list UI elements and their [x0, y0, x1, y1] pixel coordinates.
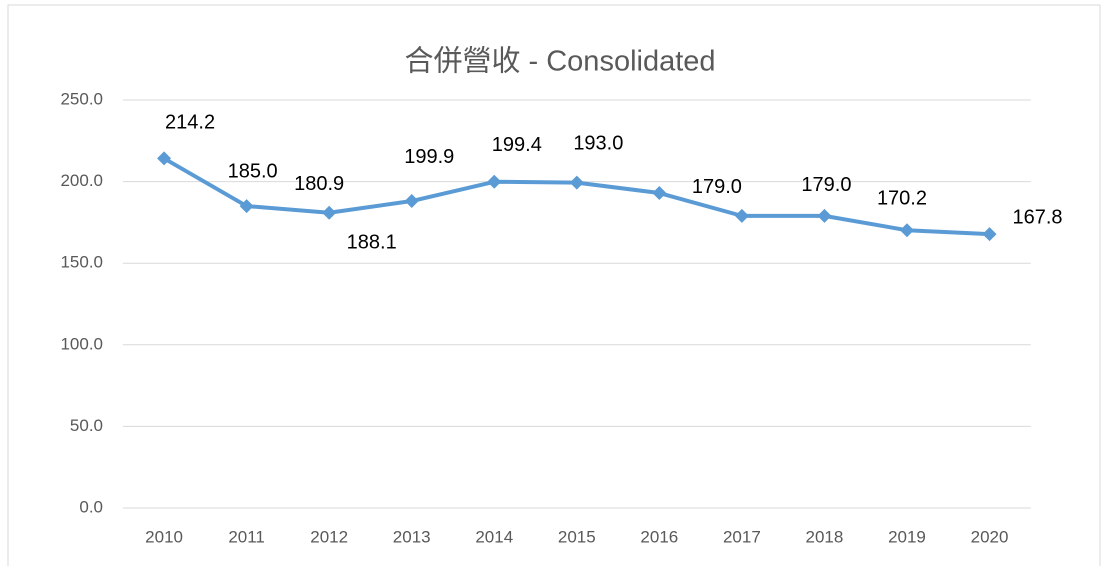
x-tick-label: 2014: [475, 527, 513, 546]
data-label: 179.0: [692, 176, 742, 198]
marker: [817, 208, 832, 223]
marker: [157, 151, 172, 166]
chart-border: [7, 4, 1101, 566]
marker: [487, 174, 502, 189]
marker: [899, 223, 914, 238]
x-tick-label: 2019: [888, 527, 926, 546]
marker: [569, 175, 584, 190]
data-label: 180.9: [294, 173, 344, 195]
data-label: 167.8: [1012, 206, 1062, 228]
x-tick-label: 2017: [723, 527, 761, 546]
y-tick-label: 150.0: [60, 253, 103, 272]
y-tick-label: 250.0: [60, 89, 103, 108]
data-label: 199.4: [492, 134, 542, 156]
marker: [652, 186, 667, 201]
marker: [239, 199, 254, 214]
chart-title: 合併營收 - Consolidated: [404, 45, 715, 78]
x-tick-label: 2020: [971, 527, 1009, 546]
data-label: 214.2: [165, 112, 215, 134]
x-tick-label: 2012: [310, 527, 348, 546]
x-tick-label: 2018: [806, 527, 844, 546]
data-label: 188.1: [347, 231, 397, 253]
y-tick-label: 200.0: [60, 171, 103, 190]
y-tick-label: 50.0: [70, 416, 103, 435]
x-tick-label: 2011: [228, 527, 265, 546]
x-tick-label: 2010: [145, 527, 183, 546]
x-tick-label: 2015: [558, 527, 596, 546]
marker: [734, 208, 749, 223]
data-label: 179.0: [801, 174, 851, 196]
data-label: 185.0: [228, 160, 278, 182]
data-label: 193.0: [573, 132, 623, 154]
marker: [404, 194, 419, 209]
data-label: 170.2: [877, 188, 927, 210]
data-label: 199.9: [404, 146, 454, 168]
x-tick-label: 2016: [640, 527, 678, 546]
marker: [982, 227, 997, 242]
x-tick-label: 2013: [393, 527, 431, 546]
y-tick-label: 100.0: [60, 334, 103, 353]
y-tick-label: 0.0: [79, 497, 103, 516]
marker: [322, 205, 337, 220]
